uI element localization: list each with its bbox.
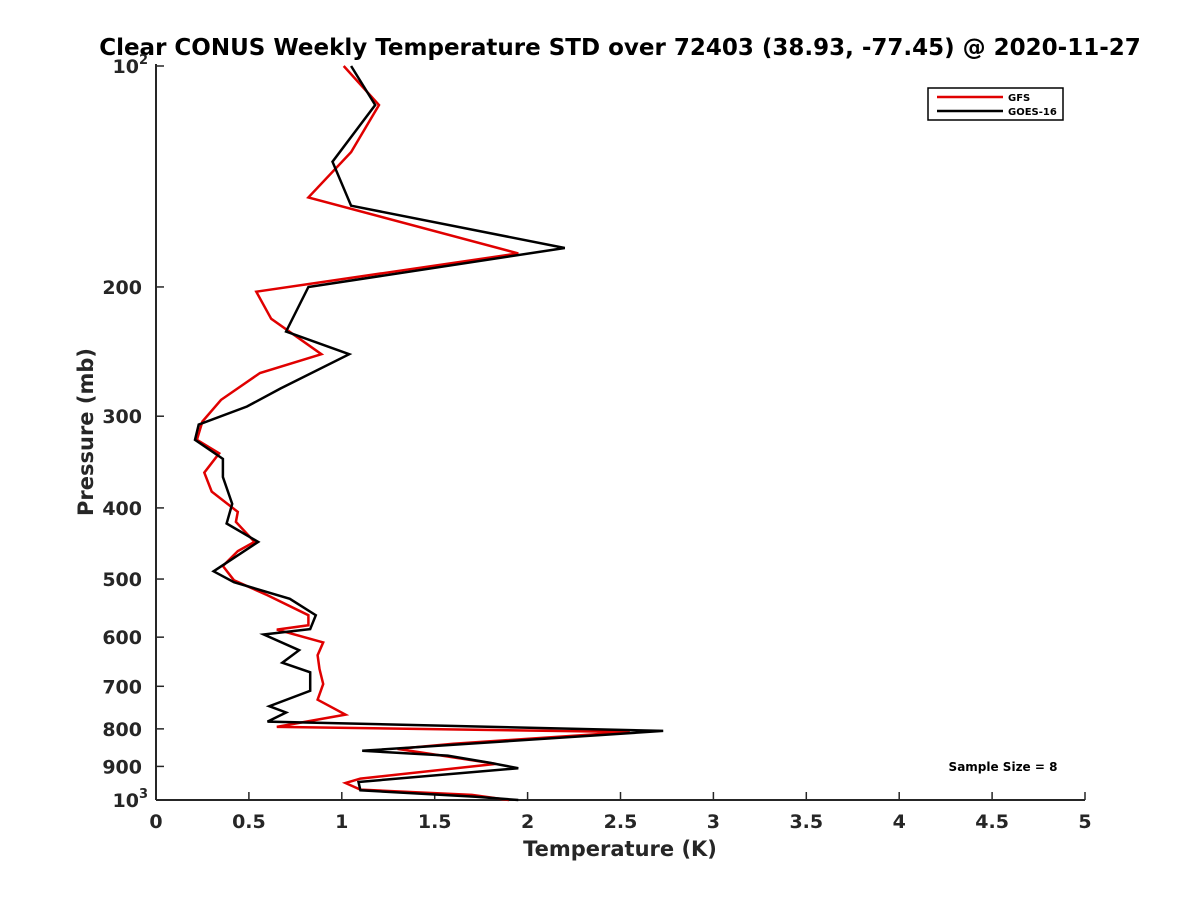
- x-tick-label: 3: [707, 811, 720, 833]
- y-tick-label: 300: [102, 406, 142, 428]
- x-tick-label: 4: [893, 811, 906, 833]
- x-tick-label: 0: [149, 811, 162, 833]
- y-tick-label: 102: [113, 53, 149, 78]
- x-axis-label: Temperature (K): [523, 837, 717, 861]
- y-tick-label: 400: [102, 498, 142, 520]
- x-axis-ticks: 0 0.5 1 1.5 2 2.5 3 3.5 4 4.5 5: [149, 792, 1092, 833]
- y-tick-base: 10: [113, 790, 139, 812]
- y-tick-base: 10: [113, 56, 139, 78]
- y-tick-label: 500: [102, 569, 142, 591]
- x-tick-label: 4.5: [975, 811, 1009, 833]
- y-tick-exponent: 3: [139, 787, 148, 802]
- y-tick-label: 200: [102, 277, 142, 299]
- x-tick-label: 3.5: [789, 811, 823, 833]
- x-tick-label: 5: [1078, 811, 1091, 833]
- series-layer: [193, 65, 664, 802]
- y-tick-label: 103: [113, 787, 149, 812]
- y-axis-label: Pressure (mb): [74, 348, 98, 516]
- chart-title: Clear CONUS Weekly Temperature STD over …: [99, 35, 1141, 61]
- series-line-goes16: [193, 65, 664, 802]
- y-tick-label: 800: [102, 719, 142, 741]
- legend-label-gfs: GFS: [1008, 93, 1030, 104]
- legend-box: [927, 87, 1064, 121]
- y-tick-label: 700: [102, 676, 142, 698]
- y-tick-exponent: 2: [139, 53, 148, 68]
- x-tick-label: 1: [335, 811, 348, 833]
- x-tick-label: 0.5: [232, 811, 266, 833]
- x-tick-label: 1.5: [418, 811, 452, 833]
- sample-size-annotation: Sample Size = 8: [949, 760, 1058, 774]
- legend-label-goes16: GOES-16: [1008, 107, 1057, 118]
- x-tick-label: 2.5: [604, 811, 638, 833]
- y-tick-label: 900: [102, 756, 142, 778]
- legend: GFS GOES-16: [927, 87, 1064, 121]
- y-tick-label: 600: [102, 627, 142, 649]
- x-tick-label: 2: [521, 811, 534, 833]
